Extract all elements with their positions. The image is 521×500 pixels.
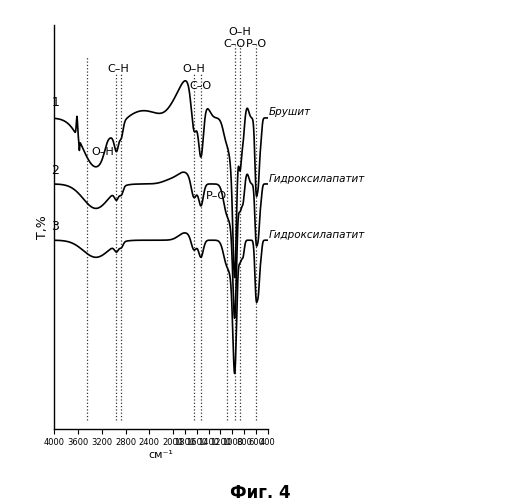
Text: P–O: P–O xyxy=(245,40,267,50)
Text: Гидроксилапатит: Гидроксилапатит xyxy=(268,174,365,184)
Text: C–O: C–O xyxy=(190,81,212,91)
Text: C–O: C–O xyxy=(224,40,246,50)
Text: C–H: C–H xyxy=(108,64,129,74)
Text: Брушит: Брушит xyxy=(268,108,311,118)
Text: O–H: O–H xyxy=(229,27,252,37)
Text: O–H: O–H xyxy=(182,64,205,74)
Text: Гидроксилапатит: Гидроксилапатит xyxy=(268,230,365,240)
Text: Фиг. 4: Фиг. 4 xyxy=(230,484,291,500)
X-axis label: см⁻¹: см⁻¹ xyxy=(148,450,173,460)
Text: 2: 2 xyxy=(52,164,59,177)
Text: P–O: P–O xyxy=(206,192,227,202)
Text: 3: 3 xyxy=(52,220,59,234)
Text: 1: 1 xyxy=(52,96,59,108)
Y-axis label: T,%: T,% xyxy=(36,215,49,238)
Text: O–H: O–H xyxy=(91,148,114,158)
